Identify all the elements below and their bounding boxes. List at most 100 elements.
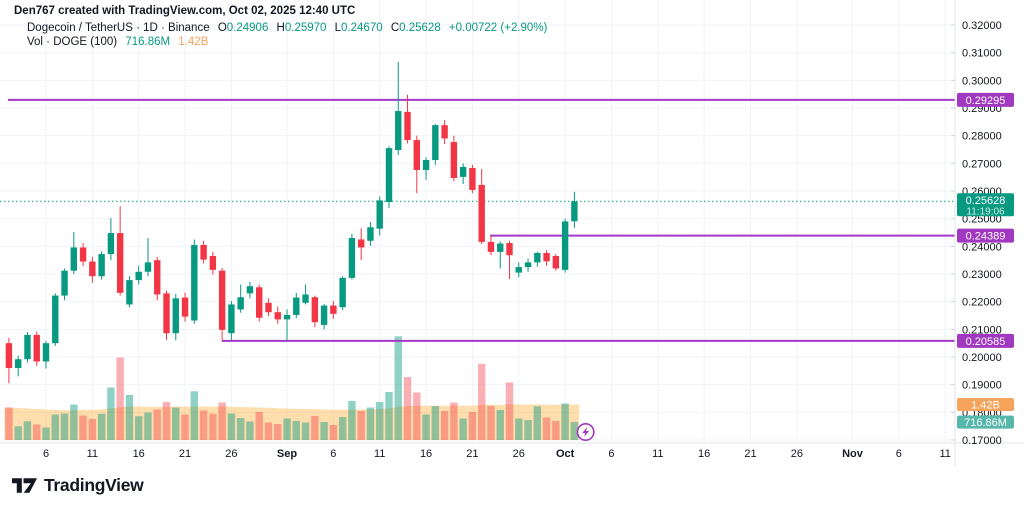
bar-countdown: 11:19:06 <box>966 206 1005 217</box>
volume-bar <box>125 395 134 440</box>
ohlc-low-value: 0.24670 <box>341 22 383 34</box>
candle-body <box>441 125 448 139</box>
time-axis-label: 26 <box>513 448 525 460</box>
level-price-badge-label: 0.24389 <box>966 231 1006 243</box>
candle-body <box>265 302 272 313</box>
candle-body <box>478 184 485 242</box>
price-axis-label: 0.17000 <box>962 435 1002 447</box>
candle-body <box>89 261 96 277</box>
volume-bar <box>153 409 161 440</box>
volume-bar <box>135 416 143 440</box>
candle-body <box>543 252 550 262</box>
candle-body <box>33 334 40 362</box>
volume-bar <box>533 406 542 440</box>
volume-bar <box>422 414 430 440</box>
candle-body <box>571 201 578 222</box>
ohlc-close-label: C <box>390 22 400 34</box>
level-price-badge <box>957 228 1014 243</box>
candle-body <box>293 297 300 315</box>
price-axis-label: 0.32000 <box>962 20 1002 32</box>
candle-body <box>561 221 569 270</box>
volume-bar <box>450 402 458 440</box>
candle-body <box>506 243 513 256</box>
volume-bar <box>459 418 467 440</box>
volume-bar <box>209 413 217 440</box>
price-axis-label: 0.25000 <box>962 214 1002 226</box>
volume-bar <box>515 418 523 440</box>
candle-body <box>70 247 78 271</box>
volume-bar <box>199 410 208 440</box>
time-axis-label: 6 <box>43 448 49 460</box>
candle-body <box>154 260 161 295</box>
candle-body <box>24 334 31 360</box>
legend-symbol-row[interactable]: Dogecoin / TetherUS · 1D · Binance O 0.24… <box>27 21 547 35</box>
price-axis-label: 0.28000 <box>962 131 1002 143</box>
time-axis-label: 21 <box>744 448 756 460</box>
volume-value: 716.86M <box>125 36 171 48</box>
volume-bar <box>255 412 263 440</box>
candlestick-chart-surface[interactable]: 0.320000.310000.300000.290000.280000.270… <box>0 0 1024 466</box>
volume-bar <box>487 406 495 440</box>
candle-body <box>469 168 476 190</box>
candle-body <box>135 271 142 281</box>
candle-body <box>200 244 207 260</box>
candle-body <box>302 294 309 303</box>
candle-body <box>367 227 374 241</box>
candle-body <box>497 243 504 252</box>
volume-bar <box>440 411 449 440</box>
candle-body <box>191 244 198 321</box>
time-axis-label: Nov <box>842 448 864 460</box>
candle-body <box>126 280 133 305</box>
candle-body <box>385 148 393 203</box>
volume-bar <box>385 392 393 440</box>
price-axis-label: 0.23000 <box>962 269 1002 281</box>
chart-attribution: Den767 created with TradingView.com, Oct… <box>14 5 356 17</box>
volume-bar <box>246 421 254 440</box>
volume-bar <box>468 412 477 440</box>
price-axis-label: 0.20000 <box>962 352 1002 364</box>
candle-body <box>237 297 244 310</box>
volume-bar <box>51 414 59 440</box>
tradingview-logo[interactable]: TradingView <box>12 475 144 496</box>
candle-body <box>181 297 189 317</box>
candle-body <box>283 314 291 320</box>
volume-bar <box>42 427 50 440</box>
volume-bar <box>570 422 579 440</box>
ohlc-open-label: O <box>217 22 227 34</box>
candle-body <box>116 233 124 293</box>
candle-body <box>357 239 365 248</box>
legend-volume-row[interactable]: Vol · DOGE (100) 716.86M 1.42B <box>27 35 547 49</box>
volume-bar <box>227 413 236 440</box>
time-axis-label: 16 <box>698 448 710 460</box>
volume-bar <box>60 413 69 440</box>
price-axis-label: 0.31000 <box>962 48 1002 60</box>
volume-bar <box>190 391 199 440</box>
volume-ma-value: 1.42B <box>178 36 209 48</box>
volume-bar <box>172 407 180 440</box>
candle-body <box>348 238 356 278</box>
time-axis-label: 6 <box>608 448 614 460</box>
candle-body <box>330 305 337 314</box>
volume-ma-area <box>4 404 580 440</box>
ohlc-high-value: 0.25970 <box>284 22 327 34</box>
price-axis-label: 0.21000 <box>962 324 1002 336</box>
tradingview-logo-text: TradingView <box>44 475 144 495</box>
candle-body <box>515 267 522 273</box>
candle-body <box>404 111 411 141</box>
candle-body <box>98 254 105 277</box>
ohlc-close-value: 0.25628 <box>399 22 441 34</box>
volume-bar <box>162 402 171 440</box>
volume-bar <box>505 382 514 440</box>
time-axis-label: 21 <box>466 448 478 460</box>
symbol-title: Dogecoin / TetherUS · 1D · Binance <box>27 22 210 34</box>
time-axis-label: 16 <box>133 448 145 460</box>
ohlc-low-label: L <box>334 22 342 34</box>
time-axis-label: 26 <box>791 448 803 460</box>
candle-body <box>107 233 115 255</box>
candle-body <box>320 305 328 325</box>
level-price-badge <box>957 333 1014 348</box>
candle-body <box>459 166 467 177</box>
volume-label: Vol · DOGE (100) <box>27 36 118 48</box>
price-axis-label: 0.22000 <box>962 297 1002 309</box>
